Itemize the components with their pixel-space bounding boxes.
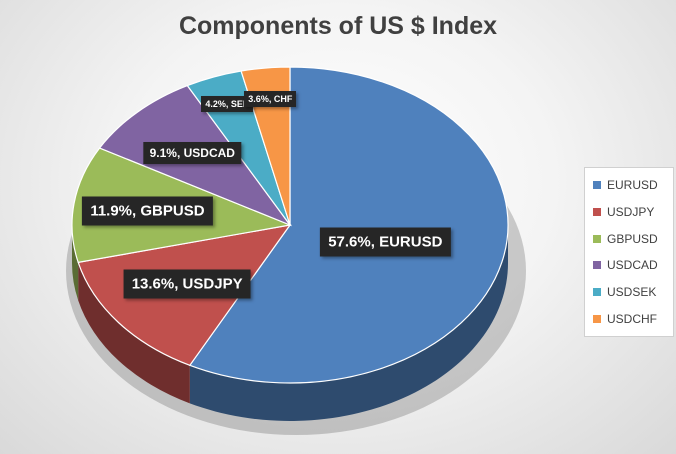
legend-swatch — [593, 287, 601, 296]
slice-side-usdjpy — [78, 262, 190, 404]
legend-label: USDSEK — [607, 284, 657, 299]
chart-title: Components of US $ Index — [178, 12, 498, 40]
legend-label: USDCHF — [607, 311, 657, 326]
legend-item-usdsek: USDSEK — [585, 285, 673, 299]
data-label-usdcad: 9.1%, USDCAD — [143, 141, 241, 164]
legend-swatch — [593, 181, 601, 190]
legend-swatch — [593, 314, 601, 323]
data-label-usdjpy: 13.6%, USDJPY — [123, 269, 251, 299]
data-label-usdchf: 3.6%, CHF — [244, 91, 297, 108]
legend: EURUSD USDJPY GBPUSD USDCAD USDSEK USDCHF — [584, 167, 674, 337]
data-label-eurusd: 57.6%, EURUSD — [320, 227, 451, 257]
legend-swatch — [593, 261, 601, 270]
legend-label: USDJPY — [607, 204, 655, 219]
legend-swatch — [593, 234, 601, 243]
legend-label: GBPUSD — [607, 231, 658, 246]
legend-item-usdchf: USDCHF — [585, 312, 673, 326]
slice-eurusd — [188, 66, 509, 384]
legend-item-gbpusd: GBPUSD — [585, 232, 673, 246]
legend-label: USDCAD — [607, 258, 658, 273]
data-label-usdsek: 4.2%, SEK — [201, 95, 254, 112]
data-label-gbpusd: 11.9%, GBPUSD — [82, 196, 213, 226]
legend-swatch — [593, 207, 601, 216]
legend-label: EURUSD — [607, 178, 658, 193]
legend-item-eurusd: EURUSD — [585, 178, 673, 192]
legend-item-usdcad: USDCAD — [585, 258, 673, 272]
legend-item-usdjpy: USDJPY — [585, 205, 673, 219]
slice-side-eurusd — [189, 225, 508, 421]
